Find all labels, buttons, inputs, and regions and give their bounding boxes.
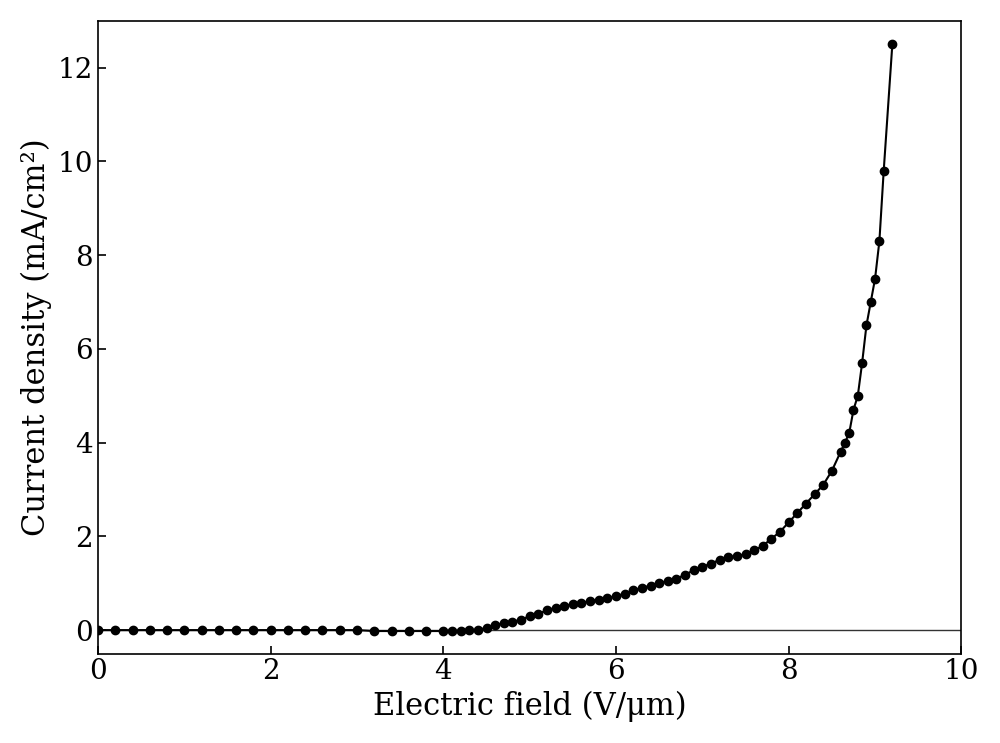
Y-axis label: Current density (mA/cm²): Current density (mA/cm²) — [21, 138, 52, 536]
X-axis label: Electric field (V/μm): Electric field (V/μm) — [373, 691, 687, 722]
